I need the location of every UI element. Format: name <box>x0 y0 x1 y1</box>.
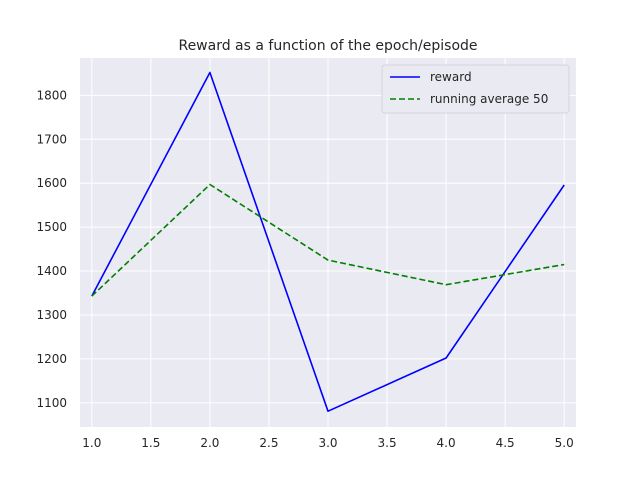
x-tick-label: 5.0 <box>555 436 574 450</box>
y-tick-label: 1100 <box>36 396 67 410</box>
y-tick-label: 1200 <box>36 352 67 366</box>
x-tick-labels: 1.0 1.5 2.0 2.5 3.0 3.5 4.0 4.5 5.0 <box>82 436 573 450</box>
series-line-reward <box>91 71 565 413</box>
legend: reward running average 50 <box>381 64 570 114</box>
y-tick-label: 1700 <box>36 132 67 146</box>
y-tick-label: 1400 <box>36 264 67 278</box>
y-tick-label: 1600 <box>36 176 67 190</box>
y-tick-label: 1300 <box>36 308 67 322</box>
x-tick-label: 1.5 <box>141 436 160 450</box>
x-tick-label: 2.5 <box>259 436 278 450</box>
y-tick-label: 1800 <box>36 88 67 102</box>
x-tick-label: 1.0 <box>82 436 101 450</box>
series-lines <box>91 71 565 413</box>
y-tick-label: 1500 <box>36 220 67 234</box>
x-tick-label: 4.0 <box>437 436 456 450</box>
x-tick-label: 2.0 <box>200 436 219 450</box>
y-tick-labels: 1100 1200 1300 1400 1500 1600 1700 1800 <box>36 88 67 410</box>
x-tick-label: 3.5 <box>378 436 397 450</box>
x-tick-label: 3.0 <box>318 436 337 450</box>
x-tick-label: 4.5 <box>496 436 515 450</box>
legend-box <box>381 64 570 114</box>
legend-label-reward: reward <box>430 70 472 84</box>
series-line-running-average <box>91 183 565 297</box>
chart-title: Reward as a function of the epoch/episod… <box>178 38 477 54</box>
legend-label-running-average: running average 50 <box>430 92 548 106</box>
